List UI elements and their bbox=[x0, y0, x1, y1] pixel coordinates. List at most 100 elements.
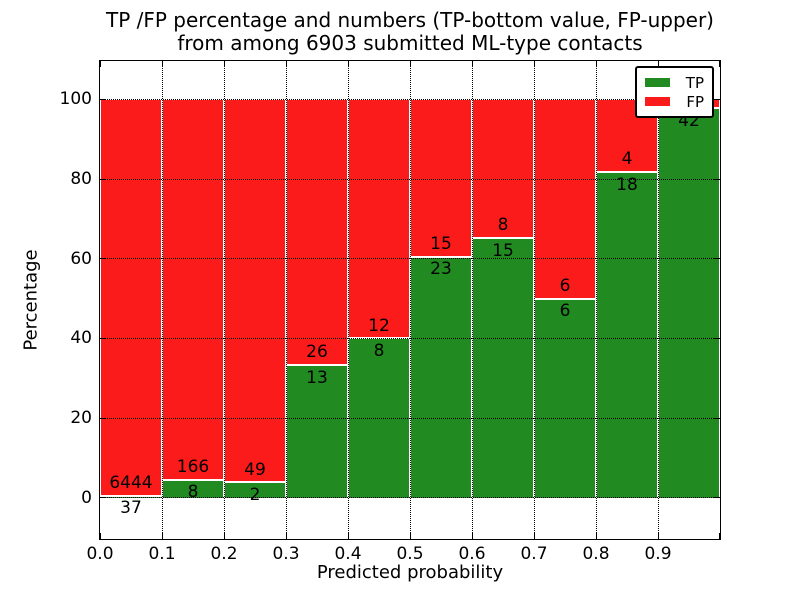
vertical-gridline bbox=[161, 61, 163, 539]
grid-layer bbox=[100, 61, 720, 539]
tp-bar-segment bbox=[534, 298, 596, 498]
tp-bar-segment bbox=[596, 171, 658, 498]
y-tick-mark bbox=[100, 497, 106, 499]
tp-count-label: 6 bbox=[559, 301, 571, 322]
x-tick-label: 0.8 bbox=[582, 544, 610, 564]
legend-item-tp: TP bbox=[645, 73, 704, 92]
x-tick-mark bbox=[409, 533, 411, 539]
tp-count-label: 2 bbox=[249, 485, 261, 506]
y-tick-mark bbox=[100, 417, 106, 419]
fp-count-label: 15 bbox=[430, 233, 452, 254]
x-tick-mark bbox=[595, 61, 597, 67]
y-tick-mark bbox=[100, 98, 106, 100]
fp-legend-swatch bbox=[645, 97, 670, 106]
x-axis-label: Predicted probability bbox=[316, 562, 504, 583]
legend-item-fp: FP bbox=[645, 92, 704, 111]
x-tick-label: 0.7 bbox=[520, 544, 548, 564]
x-tick-mark bbox=[347, 61, 349, 67]
horizontal-gridline bbox=[100, 98, 720, 100]
bar-labels-layer: 6444 37 166 8 49 2 26 13 12 8 15 23 8 15 6 6 4 18 42 bbox=[100, 61, 720, 539]
fp-count-label: 6444 bbox=[109, 472, 153, 493]
fp-count-label: 4 bbox=[621, 148, 633, 169]
fp-bar-segment bbox=[162, 99, 224, 480]
x-tick-mark bbox=[657, 533, 659, 539]
vertical-gridline bbox=[409, 61, 411, 539]
y-tick-label: 0 bbox=[81, 487, 92, 508]
vertical-gridline bbox=[533, 61, 535, 539]
y-tick-mark bbox=[714, 258, 720, 260]
fp-bar-segment bbox=[286, 99, 348, 366]
x-tick-mark bbox=[533, 61, 535, 67]
ticks-layer bbox=[100, 61, 720, 539]
x-tick-label: 0.2 bbox=[210, 544, 238, 564]
fp-count-label: 8 bbox=[497, 215, 509, 236]
x-tick-mark bbox=[533, 533, 535, 539]
y-tick-label: 40 bbox=[70, 328, 92, 349]
x-tick-mark bbox=[100, 61, 101, 67]
y-tick-label: 20 bbox=[70, 408, 92, 429]
tp-count-label: 23 bbox=[430, 259, 452, 280]
tp-bar-segment bbox=[658, 108, 720, 498]
vertical-gridline bbox=[285, 61, 287, 539]
fp-bar-segment bbox=[224, 99, 286, 483]
x-tick-mark bbox=[223, 61, 225, 67]
y-tick-mark bbox=[714, 417, 720, 419]
horizontal-gridline bbox=[100, 258, 720, 260]
y-tick-mark bbox=[714, 337, 720, 339]
x-tick-mark bbox=[100, 533, 101, 539]
y-axis-label: Percentage bbox=[20, 249, 42, 351]
tp-legend-swatch bbox=[645, 78, 670, 87]
vertical-gridline bbox=[657, 61, 659, 539]
tp-count-label: 8 bbox=[373, 341, 385, 362]
vertical-gridline bbox=[223, 61, 225, 539]
tp-count-label: 13 bbox=[306, 367, 328, 388]
y-tick-mark bbox=[100, 258, 106, 260]
y-tick-mark bbox=[714, 497, 720, 499]
x-tick-label: 0.4 bbox=[334, 544, 362, 564]
x-tick-mark bbox=[285, 533, 287, 539]
chart-title-line2: from among 6903 submitted ML-type contac… bbox=[177, 31, 643, 55]
tp-count-label: 18 bbox=[616, 174, 638, 195]
x-tick-mark bbox=[161, 61, 163, 67]
fp-bar-segment bbox=[534, 99, 596, 299]
fp-bar-segment bbox=[410, 99, 472, 257]
x-tick-mark bbox=[595, 533, 597, 539]
y-tick-mark bbox=[100, 178, 106, 180]
y-tick-mark bbox=[714, 98, 720, 100]
x-tick-label: 0.9 bbox=[644, 544, 672, 564]
x-tick-label: 0.0 bbox=[86, 544, 114, 564]
fp-legend-label: FP bbox=[686, 92, 704, 111]
x-tick-mark bbox=[223, 533, 225, 539]
tp-bar-segment bbox=[410, 256, 472, 498]
x-tick-mark bbox=[719, 61, 720, 67]
x-tick-mark bbox=[471, 61, 473, 67]
fp-count-label: 12 bbox=[368, 315, 390, 336]
vertical-gridline bbox=[595, 61, 597, 539]
tp-count-label: 37 bbox=[120, 498, 142, 519]
x-tick-label: 0.1 bbox=[148, 544, 176, 564]
x-tick-mark bbox=[347, 533, 349, 539]
x-tick-label: 0.3 bbox=[272, 544, 300, 564]
x-tick-mark bbox=[719, 533, 720, 539]
x-tick-label: 0.6 bbox=[458, 544, 486, 564]
vertical-gridline bbox=[471, 61, 473, 539]
chart-title: TP /FP percentage and numbers (TP-bottom… bbox=[100, 9, 720, 55]
x-tick-label: 0.5 bbox=[396, 544, 424, 564]
horizontal-gridline bbox=[100, 337, 720, 339]
horizontal-gridline bbox=[100, 178, 720, 180]
x-tick-mark bbox=[657, 61, 659, 67]
y-tick-mark bbox=[714, 178, 720, 180]
y-tick-label: 80 bbox=[70, 169, 92, 189]
y-tick-mark bbox=[100, 337, 106, 339]
horizontal-gridline bbox=[100, 497, 720, 499]
x-tick-mark bbox=[161, 533, 163, 539]
y-tick-label: 60 bbox=[70, 248, 92, 269]
fp-count-label: 6 bbox=[559, 275, 571, 296]
y-tick-label: 100 bbox=[59, 89, 92, 110]
chart-title-line1: TP /FP percentage and numbers (TP-bottom… bbox=[106, 8, 714, 32]
x-tick-mark bbox=[471, 533, 473, 539]
fp-count-label: 49 bbox=[244, 459, 266, 480]
fp-count-label: 166 bbox=[176, 456, 210, 477]
fp-bar-segment bbox=[348, 99, 410, 339]
tp-count-label: 15 bbox=[492, 240, 514, 261]
